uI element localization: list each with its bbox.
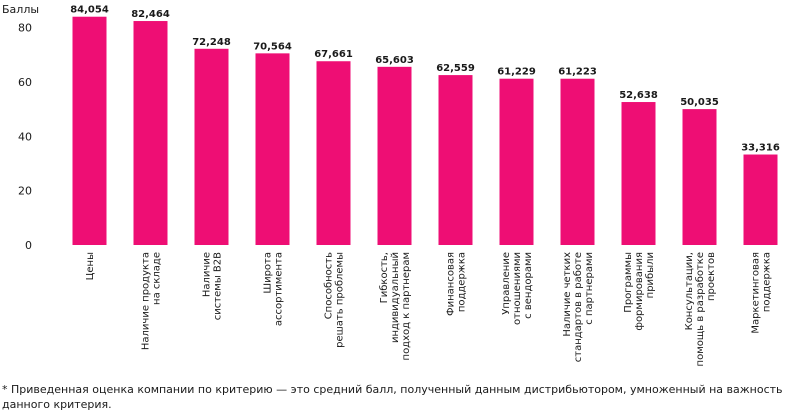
x-tick-label-line: стандартов в работе xyxy=(573,252,584,362)
x-tick-label: Управление отношениями с вендорами xyxy=(501,252,534,325)
x-tick-label-line: поддержка xyxy=(762,252,773,312)
bar xyxy=(72,16,107,245)
x-tick-label-line: отношениями xyxy=(512,252,523,325)
x-tick-label-line: Гибкость, xyxy=(379,252,390,303)
data-label: 52,638 xyxy=(619,90,658,101)
x-tick-label-line: Консультации, xyxy=(684,252,695,330)
x-tick-label: Широта ассортимента xyxy=(263,252,285,326)
data-label: 61,223 xyxy=(558,67,597,78)
x-tick-label: Гибкость, индивидуальный подход к партнера… xyxy=(379,252,412,360)
x-tick-label-line: Программы xyxy=(623,252,634,313)
y-tick-label: 20 xyxy=(18,185,32,198)
data-label: 67,661 xyxy=(314,49,353,60)
y-tick-label: 40 xyxy=(18,130,32,143)
x-tick-label-line: Цены xyxy=(85,252,96,280)
x-tick-label-line: Маркетинговая xyxy=(751,252,762,334)
bar xyxy=(255,53,290,246)
footnote: * Приведенная оценка компании по критери… xyxy=(2,383,783,411)
bar xyxy=(133,21,168,245)
x-tick-label-line: Управление xyxy=(501,252,512,315)
bar-chart: Баллы 0 20 40 60 80 84,054 Цены 82,464 Наличие пр… xyxy=(2,3,780,367)
x-tick-label-line: Наличие xyxy=(202,252,213,297)
x-tick-label: Наличие четких стандартов в работе с партн… xyxy=(562,252,595,362)
data-label: 84,054 xyxy=(70,5,109,16)
bar xyxy=(194,48,229,245)
x-tick-label: Цены xyxy=(85,252,96,280)
x-tick-label-line: индивидуальный xyxy=(390,252,401,343)
x-tick-label-line: формирования xyxy=(634,252,645,331)
x-tick-label: Способность решать проблемы xyxy=(324,252,346,348)
x-tick-label-line: поддержка xyxy=(457,252,468,312)
y-tick-label: 0 xyxy=(25,239,32,252)
bar xyxy=(743,154,778,245)
data-label: 50,035 xyxy=(680,97,719,108)
bar xyxy=(377,66,412,245)
data-label: 72,248 xyxy=(192,37,231,48)
x-tick-label: Программы формирования прибыли xyxy=(623,252,656,331)
x-tick-label: Наличие системы B2B xyxy=(202,252,224,320)
x-tick-label-line: на складе xyxy=(152,252,163,305)
x-tick-label-line: Способность xyxy=(324,252,335,319)
x-tick-label-line: Финансовая xyxy=(446,252,457,316)
bar xyxy=(682,109,717,245)
x-tick-label-line: Наличие четких xyxy=(562,252,573,337)
x-tick-label: Наличие продукта на складе xyxy=(141,252,163,350)
x-tick-label-line: помощь в разработке xyxy=(695,252,706,366)
bar xyxy=(499,78,534,245)
data-label: 65,603 xyxy=(375,55,414,66)
y-tick-label: 80 xyxy=(18,22,32,35)
data-label: 33,316 xyxy=(741,143,780,154)
x-tick-label-line: проектов xyxy=(706,252,717,301)
y-axis-label: Баллы xyxy=(2,3,39,16)
bar xyxy=(438,75,473,245)
data-label: 62,559 xyxy=(436,63,475,74)
bar xyxy=(560,78,595,245)
x-tick-label-line: решать проблемы xyxy=(335,252,346,348)
x-tick-label-line: прибыли xyxy=(645,252,656,298)
bar xyxy=(621,102,656,245)
x-tick-label-line: подход к партнерам xyxy=(401,252,412,360)
x-tick-label-line: с партнерами xyxy=(584,252,595,325)
x-tick-label: Финансовая поддержка xyxy=(446,252,468,316)
x-tick-label: Консультации, помощь в разработке проектов xyxy=(684,252,717,367)
x-tick-label-line: системы B2B xyxy=(213,252,224,320)
y-tick-label: 60 xyxy=(18,76,32,89)
data-label: 61,229 xyxy=(497,67,536,78)
x-tick-label-line: ассортимента xyxy=(274,252,285,326)
data-label: 70,564 xyxy=(253,41,292,52)
bar xyxy=(316,61,351,245)
x-tick-label-line: с вендорами xyxy=(523,252,534,319)
x-tick-label: Маркетинговая поддержка xyxy=(751,252,773,334)
x-tick-label-line: Наличие продукта xyxy=(141,252,152,350)
x-tick-label-line: Широта xyxy=(263,252,274,294)
data-label: 82,464 xyxy=(131,9,170,20)
